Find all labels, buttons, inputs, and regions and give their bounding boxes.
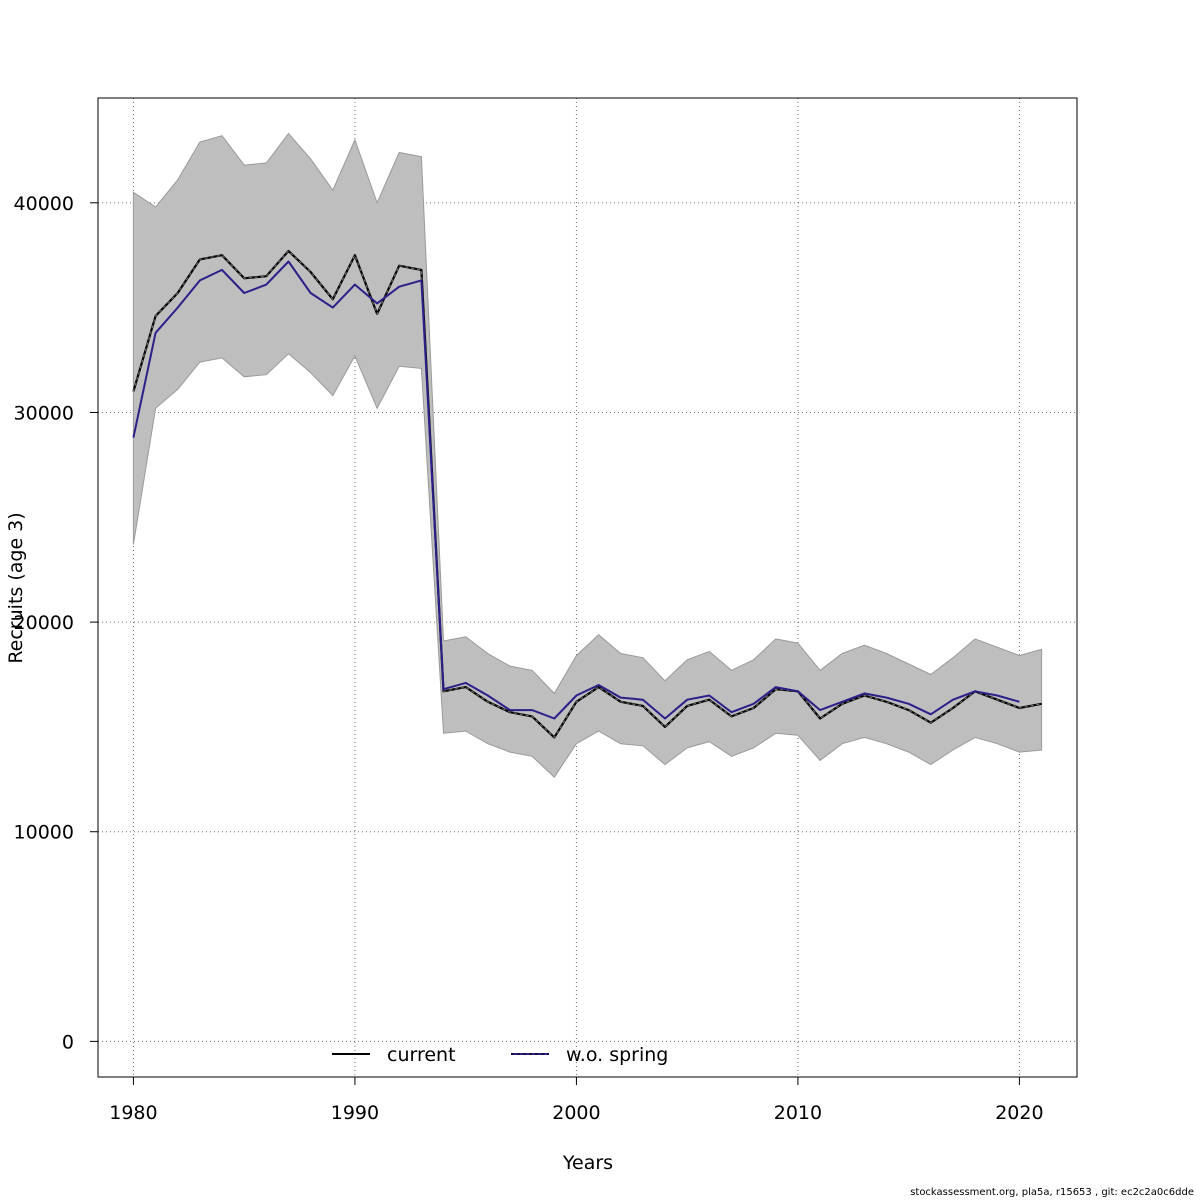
y-tick-label-20000: 20000: [14, 612, 74, 634]
footer-note: stockassessment.org, pla5a, r15653 , git…: [910, 1187, 1194, 1198]
x-tick-label-2020: 2020: [995, 1102, 1043, 1124]
y-axis-title: Recruits (age 3): [5, 512, 27, 663]
legend: current w.o. spring: [332, 1044, 668, 1066]
series-line-current-dash: [132, 250, 1042, 739]
y-tick-label-10000: 10000: [14, 822, 74, 844]
confidence-band: [132, 132, 1043, 778]
series-layer: [132, 249, 1042, 739]
confidence-band-layer: [132, 132, 1043, 778]
legend-label-wo-spring: w.o. spring: [566, 1044, 668, 1066]
x-tick-label-2010: 2010: [774, 1102, 822, 1124]
y-tick-label-30000: 30000: [14, 402, 74, 424]
series-line-wo-spring: [132, 260, 1020, 720]
y-tick-label-0: 0: [62, 1031, 74, 1053]
x-tick-label-1990: 1990: [331, 1102, 379, 1124]
x-tick-label-1980: 1980: [109, 1102, 157, 1124]
x-axis-title: Years: [562, 1152, 613, 1174]
legend-label-current: current: [387, 1044, 456, 1066]
plot-box: [97, 97, 1078, 1078]
x-tick-label-2000: 2000: [552, 1102, 600, 1124]
axis-layer: 1980 1990 2000 2010 2020 0 10000 20000 30000 4000…: [14, 193, 1044, 1124]
y-tick-label-40000: 40000: [14, 193, 74, 215]
